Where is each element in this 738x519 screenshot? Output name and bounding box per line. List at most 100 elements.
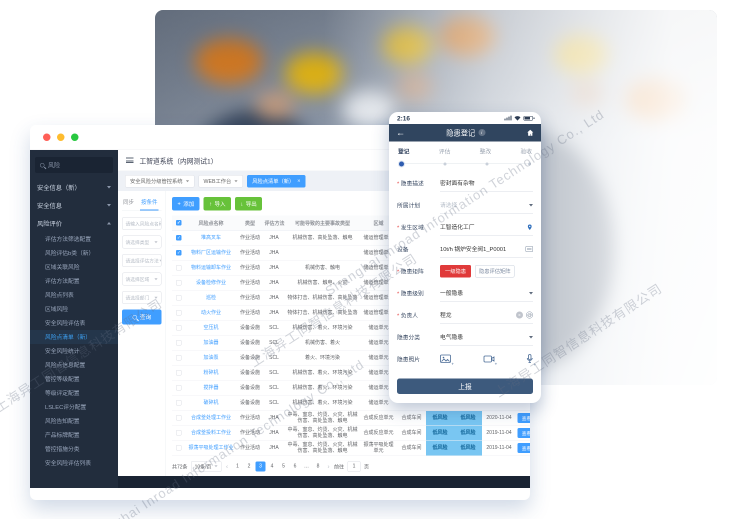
level-select[interactable]: 一般隐患 — [440, 285, 533, 302]
info-badge-icon[interactable]: i — [478, 129, 486, 137]
owner-input[interactable]: 程龙 × @ — [440, 307, 533, 324]
risk-point-link[interactable]: 加油器 — [203, 339, 219, 346]
close-window-button[interactable] — [43, 133, 51, 141]
row-checkbox[interactable] — [175, 399, 182, 406]
row-checkbox[interactable] — [175, 234, 182, 240]
minimize-window-button[interactable] — [57, 133, 65, 141]
contact-picker-icon[interactable]: @ — [526, 311, 533, 319]
sidebar-item[interactable]: 风险告知配置 — [45, 418, 80, 425]
area-picker[interactable]: 工智造化工厂 — [440, 219, 533, 236]
filter-input[interactable]: 请选择类型 — [122, 235, 162, 249]
hamburger-menu-icon[interactable] — [126, 157, 134, 163]
query-button[interactable]: 查询 — [122, 309, 162, 325]
sidebar-item[interactable]: 等级评定配置 — [45, 390, 80, 397]
risk-point-link[interactable]: 粉碎机 — [203, 369, 219, 376]
view-button[interactable]: 查看 — [517, 413, 530, 423]
sidebar-section[interactable]: 安全信息 — [30, 196, 118, 214]
row-checkbox[interactable] — [175, 294, 182, 301]
row-checkbox[interactable] — [175, 264, 182, 271]
next-page-button[interactable]: › — [327, 462, 330, 470]
prev-page-button[interactable]: ‹ — [226, 462, 229, 470]
active-page-tab[interactable]: 风险点清单（新） × — [247, 174, 306, 188]
sidebar-item[interactable]: 风险点列表 — [45, 292, 74, 299]
row-checkbox[interactable] — [175, 429, 182, 436]
row-checkbox[interactable] — [175, 339, 182, 346]
maximize-window-button[interactable] — [71, 133, 79, 141]
step-label[interactable]: 评估 — [438, 148, 451, 155]
table-row[interactable]: 合成釜处理工作业 作业活动 JHA 中毒、窒息、灼烫、火灾、机械伤害、高处坠落、… — [172, 410, 530, 426]
risk-point-link[interactable]: 合成釜处理工作业 — [191, 414, 231, 421]
workbench-select-chip[interactable]: WEB工作台 — [198, 174, 244, 188]
sidebar-item[interactable]: 安全风险评估列表 — [45, 460, 91, 467]
filter-input[interactable]: 请选择评估方法 — [122, 254, 162, 267]
page-number[interactable]: 3 — [255, 461, 266, 472]
select-all-checkbox[interactable] — [175, 220, 182, 226]
sidebar-item[interactable]: 安全风险评估表 — [45, 320, 86, 327]
sidebar-item[interactable]: 风险评估b类（新） — [45, 250, 95, 257]
home-icon[interactable] — [527, 129, 535, 137]
risk-point-link[interactable]: 空压机 — [203, 324, 219, 331]
filter-input[interactable]: 请选择区域 — [122, 272, 162, 286]
page-number[interactable]: 1 — [236, 463, 239, 470]
risk-point-link[interactable]: 物料运输卸车作业 — [191, 264, 231, 271]
row-checkbox[interactable] — [175, 384, 182, 391]
sidebar-item[interactable]: 区域关联风险 — [45, 264, 80, 271]
filter-tab-sync[interactable]: 同步 — [123, 199, 134, 206]
risk-point-link[interactable]: 振荡平吸处理工作业 — [188, 444, 234, 451]
description-input[interactable]: 密封面有杂物 — [440, 175, 533, 192]
page-number[interactable]: 6 — [293, 463, 297, 470]
page-number[interactable]: 5 — [282, 463, 285, 470]
row-checkbox[interactable] — [175, 249, 182, 255]
row-checkbox[interactable] — [175, 369, 182, 376]
sidebar-item[interactable]: 风险点清单（新） — [30, 330, 118, 344]
row-checkbox[interactable] — [175, 309, 182, 316]
risk-point-link[interactable]: 搅拌器 — [203, 384, 219, 391]
device-select-icon[interactable] — [525, 246, 533, 252]
import-button[interactable]: ↑ 导入 — [203, 197, 231, 211]
system-select-chip[interactable]: 安全风险分级管控系统 — [125, 174, 195, 188]
add-video-icon[interactable]: + — [483, 354, 497, 366]
sidebar-item[interactable]: 风险点信息配置 — [45, 362, 86, 369]
row-checkbox[interactable] — [175, 444, 182, 451]
add-image-icon[interactable]: + — [440, 354, 454, 366]
sidebar-item[interactable]: 管控措施分类 — [45, 446, 80, 453]
risk-point-link[interactable]: 堆高叉车 — [201, 234, 221, 241]
page-number[interactable]: 8 — [316, 463, 320, 470]
back-arrow-icon[interactable]: ← — [396, 127, 405, 138]
device-picker[interactable]: 10t/h 锅炉安全阀1_P0001 — [440, 241, 533, 258]
step-label[interactable]: 登记 — [398, 148, 410, 155]
add-button[interactable]: + 添加 — [172, 197, 200, 211]
jump-page-input[interactable]: 1 — [347, 460, 361, 472]
sidebar-section[interactable]: 风险评价 — [30, 214, 118, 232]
row-checkbox[interactable] — [175, 324, 182, 331]
matrix-evaluate-button[interactable]: 隐患评估矩阵 — [475, 265, 515, 278]
matrix-level-button[interactable]: 一级隐患 — [440, 265, 471, 278]
sidebar-item[interactable]: 管控等级配置 — [45, 376, 80, 383]
sidebar-search-input[interactable]: 风险 — [35, 157, 113, 173]
risk-point-link[interactable]: 物料厂区运输作业 — [191, 249, 231, 256]
sidebar-item[interactable]: 评估方法配置 — [45, 278, 80, 285]
export-button[interactable]: ↓ 导出 — [234, 197, 263, 211]
add-audio-icon[interactable]: + — [526, 353, 536, 367]
page-size-select[interactable]: 10条/页 — [191, 460, 222, 472]
risk-point-link[interactable]: 巡检 — [206, 294, 216, 301]
submit-button[interactable]: 上报 — [397, 378, 533, 394]
sidebar-item[interactable]: 安全风险统计 — [45, 348, 80, 355]
risk-point-link[interactable]: 加油泵 — [203, 354, 219, 361]
risk-point-link[interactable]: 动火作业 — [201, 309, 221, 316]
row-checkbox[interactable] — [175, 414, 182, 421]
page-number[interactable]: 4 — [270, 463, 274, 470]
row-checkbox[interactable] — [175, 279, 182, 286]
clear-icon[interactable]: × — [516, 311, 523, 319]
page-number[interactable]: … — [304, 463, 310, 470]
risk-point-link[interactable]: 破碎机 — [203, 399, 219, 406]
filter-input[interactable]: 请选择部门 — [122, 291, 162, 304]
filter-input[interactable]: 请输入风险点名称 — [122, 217, 162, 230]
sidebar-item[interactable]: 区域风险 — [45, 306, 68, 313]
category-select[interactable]: 电气隐患 — [440, 329, 533, 346]
view-button[interactable]: 查看 — [517, 443, 530, 453]
step-label[interactable]: 验收 — [520, 148, 532, 155]
table-row[interactable]: 振荡平吸处理工作业 作业活动 JHA 中毒、窒息、灼烫、火灾、机械伤害、高处坠落… — [172, 440, 530, 456]
table-row[interactable]: 合成釜投料工作业 作业活动 JHA 中毒、窒息、灼烫、火灾、机械伤害、高处坠落、… — [172, 425, 530, 441]
risk-point-link[interactable]: 合成釜投料工作业 — [191, 429, 231, 436]
